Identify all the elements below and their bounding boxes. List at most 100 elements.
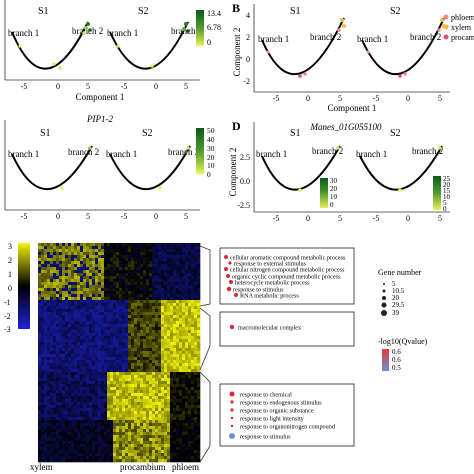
heatmap-cell	[116, 381, 120, 385]
heatmap-cell	[119, 336, 123, 340]
heatmap-cell	[143, 351, 147, 355]
heatmap-cell	[167, 417, 171, 421]
heatmap-cell	[59, 399, 63, 403]
heatmap-cell	[182, 390, 186, 394]
heatmap-cell	[146, 363, 150, 367]
heatmap-cell	[107, 324, 111, 328]
heatmap-cell	[152, 411, 156, 415]
heatmap-cell	[116, 294, 120, 298]
heatmap-cell	[146, 369, 150, 373]
heatmap-cell	[137, 297, 141, 301]
heatmap-cell	[59, 393, 63, 397]
heatmap-cell	[131, 285, 135, 289]
heatmap-cell	[50, 453, 54, 457]
heatmap-cell	[65, 438, 69, 442]
heatmap-cell	[167, 315, 171, 319]
heatmap-cell	[89, 447, 93, 451]
heatmap-cell	[65, 342, 69, 346]
heatmap-cell	[158, 420, 162, 424]
heatmap-cell	[65, 252, 69, 256]
heatmap-cell	[44, 441, 48, 445]
heatmap-cell	[188, 420, 192, 424]
heatmap-cell	[89, 378, 93, 382]
heatmap-cell	[155, 399, 159, 403]
heatmap-cell	[125, 378, 129, 382]
heatmap-cell	[140, 282, 144, 286]
heatmap-cell	[92, 399, 96, 403]
heatmap-cell	[68, 417, 72, 421]
heatmap-cell	[50, 459, 54, 463]
heatmap-cell	[101, 291, 105, 295]
heatmap-cell	[59, 264, 63, 268]
heatmap-cell	[143, 264, 147, 268]
heatmap-cell	[140, 438, 144, 442]
heatmap-cell	[101, 285, 105, 289]
heatmap-cell	[149, 327, 153, 331]
heatmap-cell	[182, 360, 186, 364]
heatmap-cell	[59, 336, 63, 340]
heatmap-cell	[77, 384, 81, 388]
heatmap-cell	[50, 432, 54, 436]
heatmap-cell	[83, 312, 87, 316]
heatmap-cell	[173, 432, 177, 436]
c-cbar-tick-5: 10	[207, 161, 215, 170]
heatmap-cell	[68, 414, 72, 418]
heatmap-cell	[59, 321, 63, 325]
heatmap-cell	[164, 417, 168, 421]
heatmap-cell	[107, 390, 111, 394]
heatmap-cell	[38, 339, 42, 343]
heatmap-cell	[116, 459, 120, 463]
heatmap-cell	[95, 429, 99, 433]
heatmap-cell	[92, 288, 96, 292]
heatmap-cell	[80, 417, 84, 421]
heatmap-cell	[197, 243, 201, 247]
heatmap-cell	[146, 351, 150, 355]
heatmap-cell	[161, 279, 165, 283]
heatmap-cell	[185, 447, 189, 451]
heatmap-cell	[86, 390, 90, 394]
heatmap-cell	[95, 420, 99, 424]
heatmap-cell	[56, 264, 60, 268]
heatmap-cell	[44, 285, 48, 289]
heatmap-cell	[95, 306, 99, 310]
heatmap-cell	[119, 381, 123, 385]
heatmap-cell	[53, 255, 57, 259]
heatmap-cell	[47, 399, 51, 403]
heatmap-cell	[143, 273, 147, 277]
heatmap-cell	[83, 417, 87, 421]
heatmap-cell	[146, 249, 150, 253]
heatmap-cell	[59, 345, 63, 349]
heatmap-cell	[188, 441, 192, 445]
heatmap-cell	[185, 300, 189, 304]
heatmap-cell	[167, 405, 171, 409]
heatmap-cell	[179, 360, 183, 364]
heatmap-cell	[92, 381, 96, 385]
heatmap-cell	[146, 285, 150, 289]
heatmap-cell	[92, 333, 96, 337]
heatmap-cell	[116, 333, 120, 337]
heatmap-cell	[182, 444, 186, 448]
heatmap-cell	[92, 447, 96, 451]
heatmap-cell	[104, 279, 108, 283]
heatmap-cell	[143, 255, 147, 259]
heatmap-cell	[98, 453, 102, 457]
heatmap-cell	[164, 426, 168, 430]
go-dot	[226, 274, 230, 278]
heatmap-cell	[194, 435, 198, 439]
heatmap-cell	[86, 429, 90, 433]
go-term: response to organonitrogen compound	[240, 424, 336, 431]
heatmap-cell	[77, 291, 81, 295]
heatmap-cell	[137, 414, 141, 418]
heatmap-cell	[167, 390, 171, 394]
heatmap-cell	[143, 414, 147, 418]
heatmap-cell	[149, 339, 153, 343]
heatmap-cell	[83, 411, 87, 415]
heatmap-cell	[116, 432, 120, 436]
heatmap-cell	[164, 420, 168, 424]
heatmap-cell	[68, 318, 72, 322]
heatmap-cell	[104, 285, 108, 289]
heatmap-cell	[161, 354, 165, 358]
heatmap-cell	[164, 333, 168, 337]
heatmap-cell	[152, 360, 156, 364]
heatmap-cell	[197, 315, 201, 319]
